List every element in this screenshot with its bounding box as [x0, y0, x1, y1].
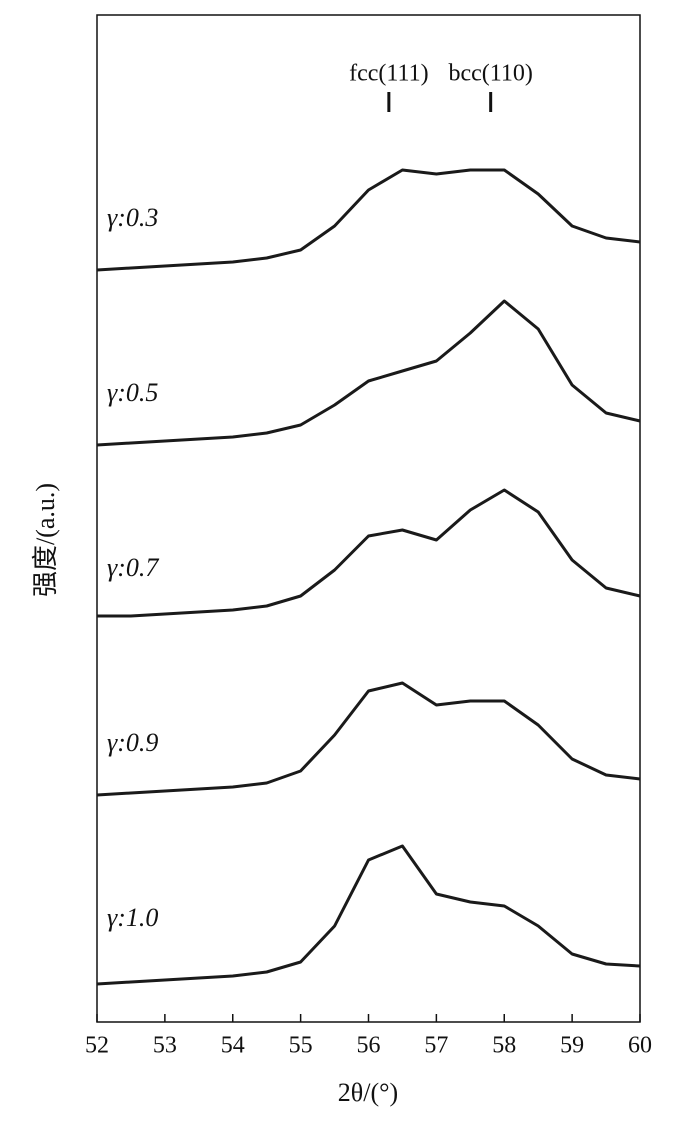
series-label: γ:0.3: [107, 203, 158, 232]
series-label: γ:0.5: [107, 378, 158, 407]
x-tick-label: 54: [221, 1033, 245, 1059]
x-tick-label: 59: [560, 1033, 584, 1059]
series-line: [96, 681, 641, 797]
x-tick-label: 60: [628, 1033, 652, 1059]
y-axis-label: 强度/(a.u.): [31, 483, 60, 597]
series-line: [97, 488, 641, 618]
annotation-label: bcc(110): [448, 61, 532, 87]
series-line: [96, 299, 641, 447]
x-tick-label: 56: [357, 1033, 381, 1059]
x-tick-label: 55: [289, 1033, 313, 1059]
x-tick-label: 57: [424, 1033, 448, 1059]
series-label: γ:0.7: [107, 553, 159, 582]
series-label: γ:1.0: [107, 903, 158, 932]
x-axis-label: 2θ/(°): [338, 1078, 398, 1107]
series-line: [96, 844, 641, 986]
series-label: γ:0.9: [107, 728, 158, 757]
x-tick-label: 52: [85, 1033, 109, 1059]
annotation-label: fcc(111): [349, 61, 429, 87]
series-line: [96, 168, 641, 272]
plot-frame: [96, 14, 641, 1023]
x-tick-label: 58: [492, 1033, 516, 1059]
x-tick-label: 53: [153, 1033, 177, 1059]
